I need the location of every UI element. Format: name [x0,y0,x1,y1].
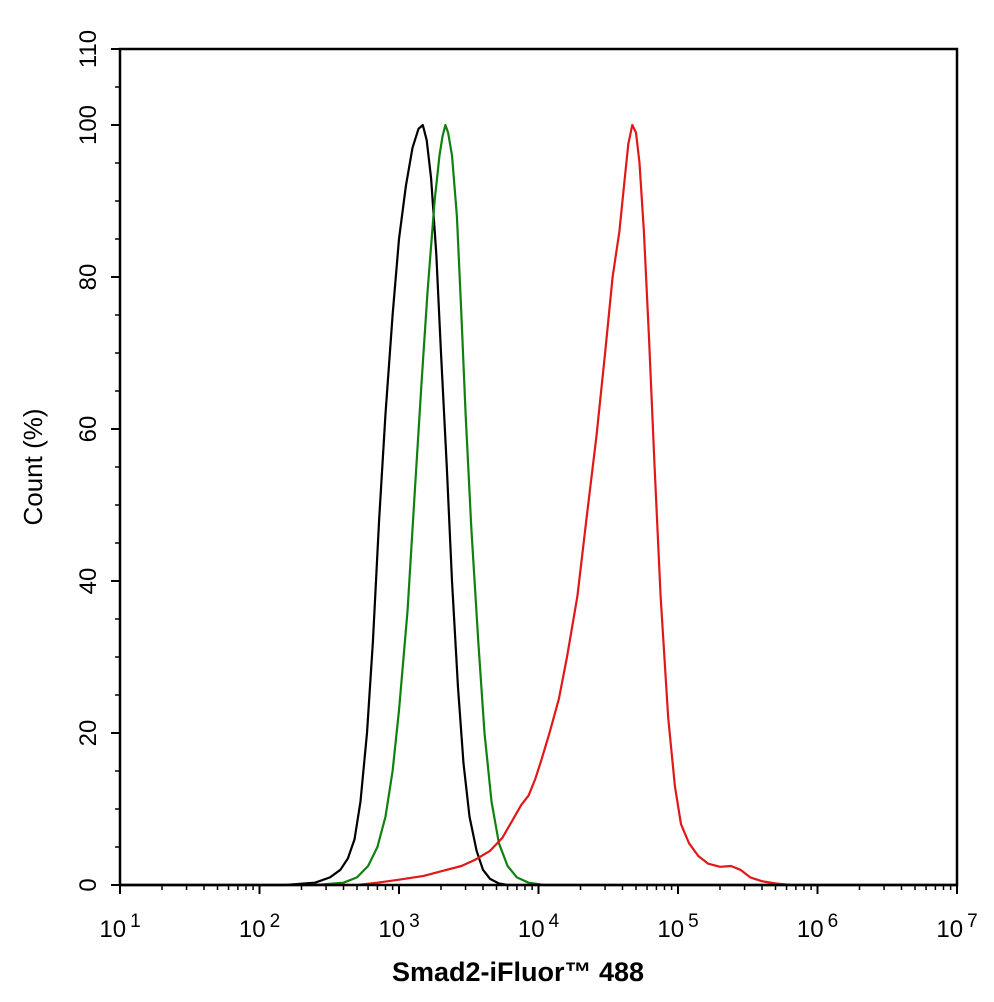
y-tick-label: 100 [75,105,102,145]
x-tick-label: 10 3 [378,911,419,943]
minor-ticks [115,86,952,890]
y-tick-label: 40 [75,568,102,595]
y-tick-label: 60 [75,416,102,443]
y-tick-label: 110 [75,30,102,68]
series-line-3 [120,123,957,887]
y-tick-label: 20 [75,720,102,747]
series-layer [120,123,957,887]
x-tick-label: 10 7 [936,911,977,943]
x-tick-label: 10 4 [518,911,560,943]
y-axis: 0 20 40 60 80 100 110 [75,30,120,892]
y-tick-label: 0 [75,878,102,891]
x-tick-label: 10 2 [239,911,280,943]
plot-frame [118,47,959,887]
series-line-2 [120,123,957,887]
y-tick-label: 80 [75,264,102,291]
series-line-1 [120,123,957,887]
x-axis: 10 1 10 2 10 3 10 4 10 5 10 6 10 7 [99,885,978,943]
x-tick-label: 10 6 [797,911,838,943]
x-tick-label: 10 1 [99,911,140,943]
x-tick-label: 10 5 [657,911,698,943]
x-axis-title: Smad2-iFluor™ 488 [392,957,644,987]
y-axis-title: Count (%) [18,408,48,525]
